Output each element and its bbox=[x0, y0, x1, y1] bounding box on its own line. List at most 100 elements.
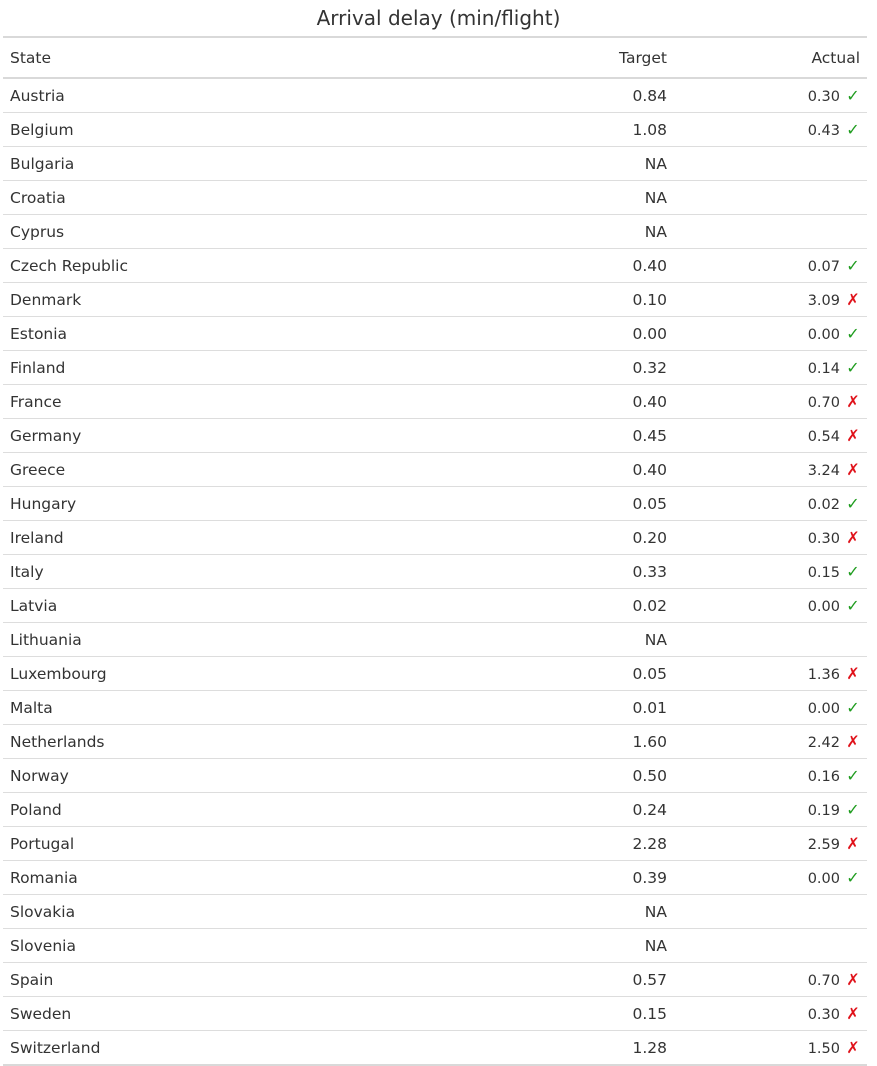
table-row: Norway 0.50 0.16 ✓ bbox=[3, 758, 867, 793]
cross-icon: ✗ bbox=[846, 970, 860, 989]
cross-icon: ✗ bbox=[846, 1004, 860, 1023]
actual-value: 3.09 bbox=[807, 293, 840, 309]
target-cell: 1.28 bbox=[497, 1030, 674, 1066]
actual-cell: 0.19 ✓ bbox=[674, 792, 867, 827]
state-cell: Austria bbox=[3, 78, 497, 113]
table-row: Finland 0.32 0.14 ✓ bbox=[3, 350, 867, 385]
state-cell: France bbox=[3, 384, 497, 419]
target-cell: 0.05 bbox=[497, 486, 674, 521]
table-row: Bulgaria NA bbox=[3, 146, 867, 181]
actual-value: 0.30 bbox=[807, 1007, 840, 1023]
target-cell: NA bbox=[497, 894, 674, 929]
target-cell: 0.50 bbox=[497, 758, 674, 793]
check-icon: ✓ bbox=[846, 596, 860, 615]
target-cell: 0.45 bbox=[497, 418, 674, 453]
state-cell: Latvia bbox=[3, 588, 497, 623]
actual-value: 0.30 bbox=[807, 89, 840, 105]
actual-value: 0.43 bbox=[807, 123, 840, 139]
table-row: Poland 0.24 0.19 ✓ bbox=[3, 792, 867, 827]
actual-value: 0.00 bbox=[807, 871, 840, 887]
actual-value: 0.70 bbox=[807, 395, 840, 411]
cross-icon: ✗ bbox=[846, 460, 860, 479]
check-icon: ✓ bbox=[846, 766, 860, 785]
actual-cell: 0.00 ✓ bbox=[674, 588, 867, 623]
cross-icon: ✗ bbox=[846, 834, 860, 853]
state-cell: Estonia bbox=[3, 316, 497, 351]
target-cell: 0.33 bbox=[497, 554, 674, 589]
actual-cell: 0.07 ✓ bbox=[674, 248, 867, 283]
table-row: Romania 0.39 0.00 ✓ bbox=[3, 860, 867, 895]
target-cell: 0.10 bbox=[497, 282, 674, 317]
actual-cell bbox=[674, 622, 867, 657]
table-row: Cyprus NA bbox=[3, 214, 867, 249]
actual-value: 0.02 bbox=[807, 497, 840, 513]
state-cell: Luxembourg bbox=[3, 656, 497, 691]
actual-value: 1.36 bbox=[807, 667, 840, 683]
table-row: Slovakia NA bbox=[3, 894, 867, 929]
actual-cell: 0.16 ✓ bbox=[674, 758, 867, 793]
table-row: Czech Republic 0.40 0.07 ✓ bbox=[3, 248, 867, 283]
target-cell: 0.57 bbox=[497, 962, 674, 997]
actual-cell: 3.24 ✗ bbox=[674, 452, 867, 487]
cross-icon: ✗ bbox=[846, 732, 860, 751]
cross-icon: ✗ bbox=[846, 426, 860, 445]
table-row: Slovenia NA bbox=[3, 928, 867, 963]
state-cell: Ireland bbox=[3, 520, 497, 555]
check-icon: ✓ bbox=[846, 698, 860, 717]
target-cell: 1.08 bbox=[497, 112, 674, 147]
delay-table: State Target Actual Austria 0.84 0.30 ✓ Belg… bbox=[3, 36, 867, 1066]
state-cell: Netherlands bbox=[3, 724, 497, 759]
check-icon: ✓ bbox=[846, 800, 860, 819]
header-target: Target bbox=[497, 36, 674, 79]
target-cell: 0.40 bbox=[497, 248, 674, 283]
state-cell: Poland bbox=[3, 792, 497, 827]
actual-cell: 0.00 ✓ bbox=[674, 860, 867, 895]
actual-cell: 0.02 ✓ bbox=[674, 486, 867, 521]
target-cell: NA bbox=[497, 214, 674, 249]
target-cell: 1.60 bbox=[497, 724, 674, 759]
target-cell: 0.20 bbox=[497, 520, 674, 555]
table-row: Malta 0.01 0.00 ✓ bbox=[3, 690, 867, 725]
actual-value: 2.42 bbox=[807, 735, 840, 751]
cross-icon: ✗ bbox=[846, 392, 860, 411]
state-cell: Bulgaria bbox=[3, 146, 497, 181]
table-row: Greece 0.40 3.24 ✗ bbox=[3, 452, 867, 487]
state-cell: Malta bbox=[3, 690, 497, 725]
table-row: Switzerland 1.28 1.50 ✗ bbox=[3, 1030, 867, 1066]
check-icon: ✓ bbox=[846, 324, 860, 343]
target-cell: 0.84 bbox=[497, 78, 674, 113]
state-cell: Lithuania bbox=[3, 622, 497, 657]
actual-value: 1.50 bbox=[807, 1041, 840, 1057]
table-title: Arrival delay (min/flight) bbox=[316, 6, 561, 30]
target-cell: 0.39 bbox=[497, 860, 674, 895]
state-cell: Spain bbox=[3, 962, 497, 997]
table-row: Portugal 2.28 2.59 ✗ bbox=[3, 826, 867, 861]
state-cell: Italy bbox=[3, 554, 497, 589]
actual-cell: 0.43 ✓ bbox=[674, 112, 867, 147]
actual-value: 0.54 bbox=[807, 429, 840, 445]
actual-cell: 0.30 ✓ bbox=[674, 78, 867, 113]
actual-value: 0.19 bbox=[807, 803, 840, 819]
state-cell: Greece bbox=[3, 452, 497, 487]
actual-value: 0.00 bbox=[807, 599, 840, 615]
table-row: Croatia NA bbox=[3, 180, 867, 215]
target-cell: 2.28 bbox=[497, 826, 674, 861]
state-cell: Cyprus bbox=[3, 214, 497, 249]
actual-value: 0.15 bbox=[807, 565, 840, 581]
check-icon: ✓ bbox=[846, 868, 860, 887]
cross-icon: ✗ bbox=[846, 1038, 860, 1057]
table-row: Ireland 0.20 0.30 ✗ bbox=[3, 520, 867, 555]
target-cell: NA bbox=[497, 146, 674, 181]
table-row: Germany 0.45 0.54 ✗ bbox=[3, 418, 867, 453]
state-cell: Denmark bbox=[3, 282, 497, 317]
cross-icon: ✗ bbox=[846, 664, 860, 683]
target-cell: 0.05 bbox=[497, 656, 674, 691]
check-icon: ✓ bbox=[846, 562, 860, 581]
actual-cell: 0.00 ✓ bbox=[674, 316, 867, 351]
header-state: State bbox=[3, 36, 497, 79]
actual-value: 0.30 bbox=[807, 531, 840, 547]
table-row: Sweden 0.15 0.30 ✗ bbox=[3, 996, 867, 1031]
target-cell: NA bbox=[497, 928, 674, 963]
actual-cell: 0.30 ✗ bbox=[674, 520, 867, 555]
actual-cell: 1.36 ✗ bbox=[674, 656, 867, 691]
